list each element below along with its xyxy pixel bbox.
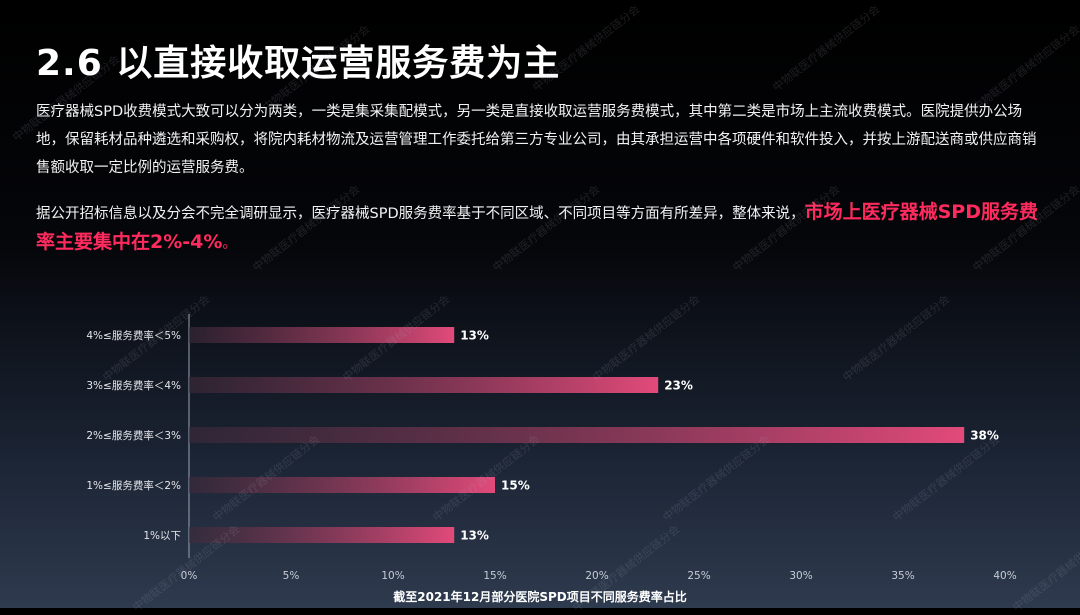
chart-title: 截至2021年12月部分医院SPD项目不同服务费率占比 [393, 589, 687, 604]
x-tick-label: 15% [483, 570, 506, 582]
x-tick-label: 5% [283, 570, 300, 582]
category-label: 4%≤服务费率＜5% [86, 329, 181, 342]
x-tick-label: 10% [381, 570, 404, 582]
x-tick-label: 0% [181, 570, 198, 582]
x-tick-label: 40% [993, 570, 1016, 582]
category-label: 1%≤服务费率＜2% [86, 479, 181, 492]
highlight-fee-range: 市场上医疗器械SPD服务费率主要集中在2%-4% [36, 201, 1038, 253]
data-label: 23% [664, 379, 693, 393]
x-tick-label: 25% [687, 570, 710, 582]
category-label: 1%以下 [143, 530, 181, 542]
bar [189, 377, 659, 393]
bar [189, 327, 455, 343]
bar [189, 527, 455, 543]
paragraph-fee-models: 医疗器械SPD收费模式大致可以分为两类，一类是集采集配模式，另一类是直接收取运营… [36, 104, 1037, 176]
data-label: 13% [460, 329, 489, 343]
slide-title: 2.6 以直接收取运营服务费为主 [36, 43, 561, 84]
x-tick-label: 30% [789, 570, 812, 582]
x-tick-label: 20% [585, 570, 608, 582]
paragraph-fee-rate: 据公开招标信息以及分会不完全调研显示，医疗器械SPD服务费率基于不同区域、不同项… [36, 198, 1046, 258]
bar [189, 427, 965, 443]
paragraph-fee-rate-text: 据公开招标信息以及分会不完全调研显示，医疗器械SPD服务费率基于不同区域、不同项… [36, 206, 805, 222]
watermark-text: 中物联医疗器械供应链分会 [770, 2, 883, 95]
paragraph-end-mark: 。 [222, 236, 237, 252]
data-label: 38% [970, 429, 999, 443]
data-label: 15% [501, 479, 530, 493]
bar-chart: 4%≤服务费率＜5% 13% 3%≤服务费率＜4% 23% 2%≤服务费率＜3% 38% 1… [86, 314, 1017, 604]
data-label: 13% [460, 529, 489, 543]
category-label: 2%≤服务费率＜3% [86, 429, 181, 442]
bar [189, 477, 495, 493]
x-tick-label: 35% [891, 570, 914, 582]
category-label: 3%≤服务费率＜4% [86, 379, 181, 392]
